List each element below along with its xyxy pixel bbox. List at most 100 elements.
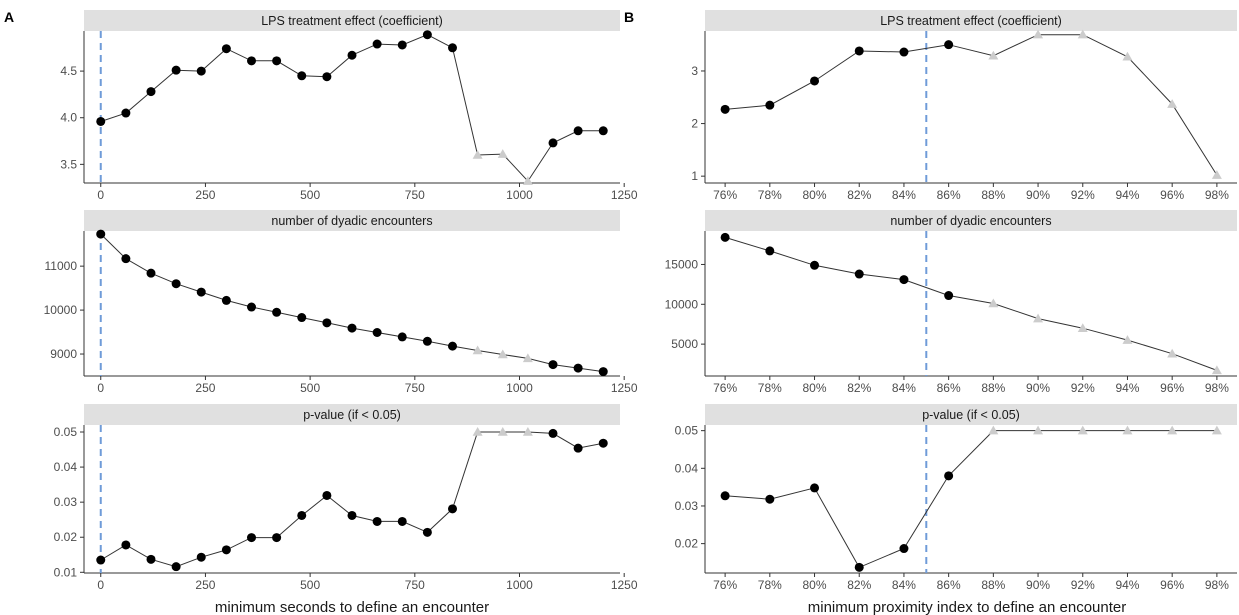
b2-point-nonsignificant <box>1122 335 1133 344</box>
b1-point-nonsignificant <box>988 50 999 60</box>
a1-subplot: LPS treatment effect (coefficient) 3.5 4.0… <box>60 10 638 202</box>
b1-point-significant <box>899 47 909 57</box>
a2-x-tick-label: 1250 <box>611 381 638 395</box>
a1-point-significant <box>422 30 432 40</box>
a3-x-tick-label: 1250 <box>611 578 638 592</box>
a2-x-tick-label: 0 <box>97 381 104 395</box>
a3-point-significant <box>422 527 432 537</box>
a1-point-significant <box>372 39 382 49</box>
b1-point-nonsignificant <box>1033 29 1044 39</box>
b1-x-tick-label: 88% <box>981 188 1005 202</box>
b1-x-tick-label: 92% <box>1071 188 1095 202</box>
b3-x-tick-label: 80% <box>803 578 827 592</box>
panel-a-x-axis-label: minimum seconds to define an encounter <box>215 599 489 615</box>
a1-point-nonsignificant <box>472 150 483 159</box>
a3-point-significant <box>372 516 382 526</box>
a1-point-significant <box>146 87 156 97</box>
a2-point-nonsignificant <box>497 349 508 359</box>
b2-point-significant <box>854 269 864 279</box>
a2-point-significant <box>297 313 307 323</box>
a3-x-tick-label: 0 <box>97 578 104 592</box>
a3-point-significant <box>171 562 181 572</box>
a2-point-significant <box>422 336 432 346</box>
b1-x-tick-label: 84% <box>892 188 916 202</box>
b1-series-line <box>725 34 1218 176</box>
b1-x-tick-label: 86% <box>937 188 961 202</box>
a1-point-significant <box>171 65 181 75</box>
b1-y-tick-label: 1 <box>691 169 698 183</box>
b2-y-tick-label: 5000 <box>671 337 698 351</box>
b3-point-significant <box>899 544 909 554</box>
a3-point-significant <box>448 504 457 514</box>
b3-x-tick-label: 82% <box>847 578 871 592</box>
b3-point-nonsignificant <box>1211 425 1222 435</box>
a2-x-tick-label: 1000 <box>506 381 533 395</box>
a3-point-significant <box>247 533 256 543</box>
a1-x-tick-label: 250 <box>195 188 215 202</box>
a3-strip <box>84 404 620 425</box>
b3-x-tick-label: 78% <box>758 578 782 592</box>
a3-subplot: p-value (if < 0.05) 0.01 0.02 0.03 0.04 0.05 0… <box>54 404 638 592</box>
a2-point-significant <box>247 302 256 312</box>
a3-x-tick-label: 250 <box>195 578 215 592</box>
b3-x-tick-label: 98% <box>1205 578 1229 592</box>
a3-point-significant <box>221 545 231 555</box>
a3-x-tick-label: 1000 <box>506 578 533 592</box>
a2-point-significant <box>347 323 357 333</box>
b3-x-tick-label: 90% <box>1026 578 1050 592</box>
a1-point-significant <box>548 138 558 148</box>
a2-y-tick-label: 9000 <box>50 347 77 361</box>
b2-subplot: number of dyadic encounters 5000 10000 1500… <box>665 210 1237 395</box>
b2-x-tick-label: 98% <box>1205 381 1229 395</box>
b2-point-nonsignificant <box>1167 348 1178 358</box>
b2-x-tick-label: 78% <box>758 381 782 395</box>
a1-point-significant <box>221 44 231 54</box>
b1-point-nonsignificant <box>1167 99 1178 108</box>
b3-x-tick-label: 76% <box>713 578 737 592</box>
b1-x-tick-label: 76% <box>713 188 737 202</box>
b3-y-tick-label: 0.05 <box>675 424 699 438</box>
b1-strip-title: LPS treatment effect (coefficient) <box>880 14 1062 28</box>
b3-y-tick-label: 0.03 <box>675 499 699 513</box>
a2-point-significant <box>171 279 181 289</box>
a3-point-significant <box>196 552 206 562</box>
a1-point-significant <box>598 126 608 136</box>
b1-subplot: LPS treatment effect (coefficient) 1 2 3 76%… <box>691 10 1237 202</box>
b2-x-tick-label: 76% <box>713 381 737 395</box>
a3-point-significant <box>121 540 131 550</box>
b2-point-significant <box>899 275 909 285</box>
a2-point-nonsignificant <box>472 345 483 355</box>
b2-point-nonsignificant <box>988 298 999 308</box>
b2-point-significant <box>720 232 730 242</box>
a1-point-significant <box>121 108 131 118</box>
a2-point-nonsignificant <box>522 353 533 363</box>
a2-x-tick-label: 750 <box>405 381 425 395</box>
b3-x-tick-label: 96% <box>1160 578 1184 592</box>
b2-x-tick-label: 92% <box>1071 381 1095 395</box>
b2-y-tick-label: 10000 <box>665 297 699 311</box>
b2-x-tick-label: 86% <box>937 381 961 395</box>
b2-point-nonsignificant <box>1211 365 1222 375</box>
b1-point-nonsignificant <box>1077 29 1088 39</box>
b1-y-tick-label: 2 <box>691 117 698 131</box>
b1-x-tick-label: 80% <box>803 188 827 202</box>
a3-point-significant <box>146 554 156 564</box>
b2-point-nonsignificant <box>1077 323 1088 332</box>
a2-point-significant <box>196 287 206 297</box>
b2-strip <box>705 210 1237 231</box>
a2-y-tick-label: 11000 <box>45 259 78 273</box>
a2-x-tick-label: 250 <box>195 381 215 395</box>
a1-point-significant <box>247 56 256 66</box>
a1-x-tick-label: 500 <box>300 188 320 202</box>
a1-point-significant <box>347 50 357 60</box>
a2-strip-title: number of dyadic encounters <box>271 214 432 228</box>
a2-point-significant <box>548 360 558 370</box>
b3-point-nonsignificant <box>1077 425 1088 435</box>
a2-point-significant <box>221 295 231 305</box>
b3-x-tick-label: 88% <box>981 578 1005 592</box>
a1-x-tick-label: 0 <box>97 188 104 202</box>
b1-y-tick-label: 3 <box>691 64 698 78</box>
a2-point-significant <box>448 341 457 351</box>
b3-point-significant <box>720 491 730 501</box>
b3-point-significant <box>765 494 775 504</box>
